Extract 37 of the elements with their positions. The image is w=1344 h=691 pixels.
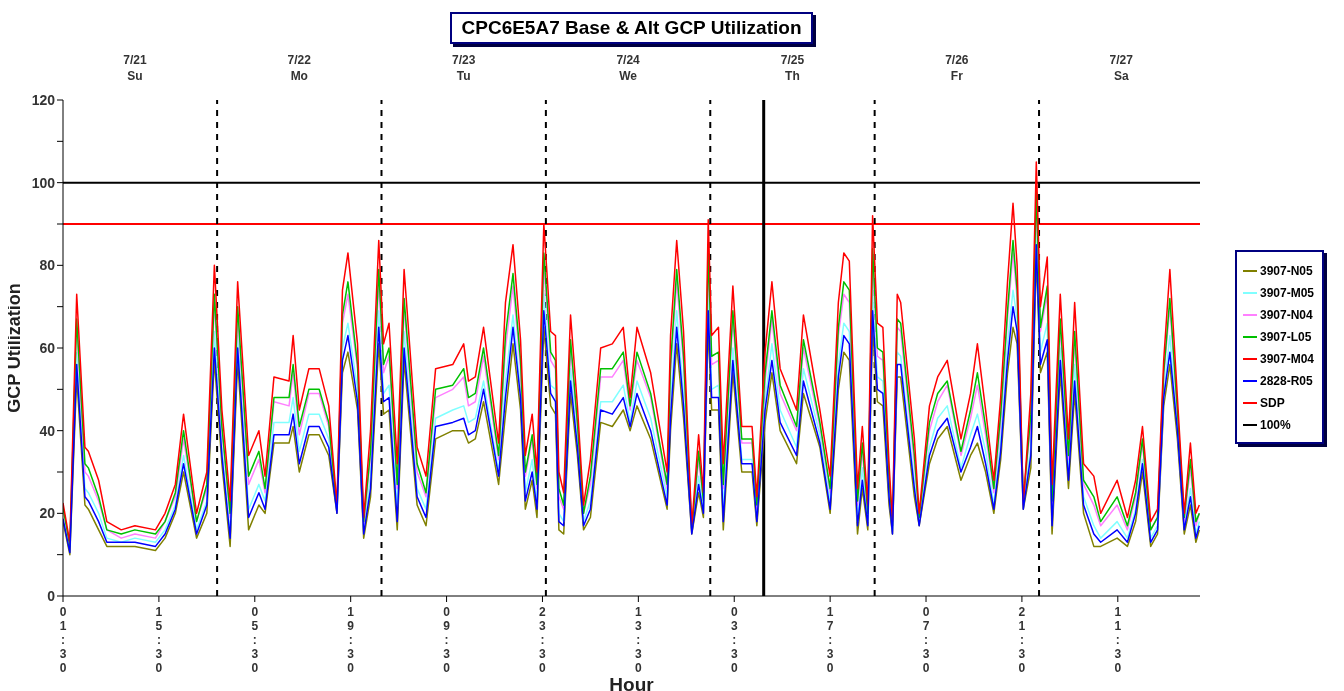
x2-tick-label: 7/27 Sa xyxy=(1109,53,1134,83)
x2-tick-label: 7/26 Fr xyxy=(945,53,969,83)
x-tick-label: 21:30 xyxy=(1018,605,1026,675)
x2-tick-label: 7/21 Su xyxy=(123,53,147,83)
y-tick-label: 0 xyxy=(47,587,56,604)
legend-label: 3907-N04 xyxy=(1260,308,1313,322)
x2-tick-label: 7/23 Tu xyxy=(452,53,476,83)
legend-label: 3907-M04 xyxy=(1260,352,1315,366)
x-tick-label: 07:30 xyxy=(922,605,930,675)
legend-label: SDP xyxy=(1260,396,1285,410)
y-tick-label: 20 xyxy=(39,505,56,522)
y-tick-label: 100 xyxy=(31,174,56,191)
x-tick-label: 11:30 xyxy=(1114,605,1122,675)
legend-label: 3907-M05 xyxy=(1260,286,1315,300)
x-tick-label: 17:30 xyxy=(826,605,834,675)
x-tick-label: 23:30 xyxy=(539,605,547,675)
legend-label: 2828-R05 xyxy=(1260,374,1313,388)
legend-label: 100% xyxy=(1260,418,1291,432)
chart-title: CPC6E5A7 Base & Alt GCP Utilization xyxy=(449,12,814,44)
y-tick-label: 40 xyxy=(39,422,56,439)
x-tick-label: 09:30 xyxy=(443,605,451,675)
x-tick-label: 15:30 xyxy=(155,605,163,675)
legend-label: 3907-N05 xyxy=(1260,264,1313,278)
x-tick-label: 05:30 xyxy=(251,605,259,675)
x2-tick-label: 7/22 Mo xyxy=(287,53,312,83)
x2-tick-label: 7/25 Th xyxy=(780,53,805,83)
y-tick-label: 120 xyxy=(31,91,56,108)
x-tick-label: 03:30 xyxy=(730,605,738,675)
x-tick-label: 01:30 xyxy=(59,605,67,675)
y-axis-title: GCP Utilization xyxy=(4,283,25,413)
x-tick-label: 19:30 xyxy=(347,605,355,675)
x-axis-title: Hour xyxy=(609,674,655,691)
y-tick-label: 60 xyxy=(39,339,56,356)
y-tick-label: 80 xyxy=(39,257,56,274)
legend-label: 3907-L05 xyxy=(1260,330,1312,344)
x-tick-label: 13:30 xyxy=(635,605,643,675)
x2-tick-label: 7/24 We xyxy=(616,53,641,83)
